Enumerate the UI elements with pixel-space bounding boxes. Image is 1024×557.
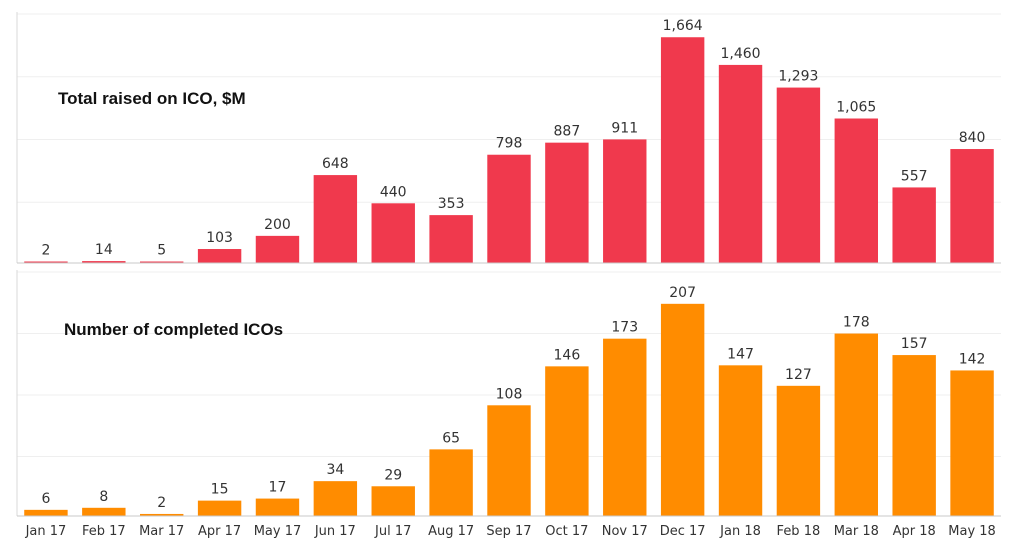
bar-jul-17 bbox=[371, 203, 415, 263]
bar-jan-18 bbox=[718, 64, 763, 263]
bar-may-18 bbox=[950, 370, 994, 516]
data-label: 207 bbox=[669, 285, 696, 301]
data-label: 34 bbox=[326, 462, 344, 478]
bar-feb-17 bbox=[82, 507, 126, 516]
data-label: 440 bbox=[380, 184, 407, 200]
completed-icos-chart: 6 Jan 17 8 Feb 17 2 Mar 17 15 Apr 17 17 May 17 34 J… bbox=[16, 270, 1001, 539]
data-label: 648 bbox=[322, 156, 349, 172]
bar-apr-18 bbox=[892, 355, 936, 516]
x-tick-label: Jan 17 bbox=[25, 524, 67, 539]
data-label: 557 bbox=[901, 168, 928, 184]
data-label: 840 bbox=[959, 130, 986, 146]
bar-jun-17 bbox=[313, 481, 358, 516]
data-label: 6 bbox=[41, 491, 50, 507]
data-label: 29 bbox=[384, 467, 402, 483]
data-label: 1,065 bbox=[836, 100, 876, 116]
bar-mar-17 bbox=[140, 261, 184, 263]
bar-aug-17 bbox=[429, 215, 473, 263]
x-tick-label: Jan 18 bbox=[719, 524, 761, 539]
data-label: 8 bbox=[99, 489, 108, 505]
bar-dec-17 bbox=[660, 303, 705, 516]
x-tick-label: May 18 bbox=[948, 524, 996, 539]
total-raised-chart: 2 14 5 103 200 648 440 353 798 887 911 1,664 1,460 1,… bbox=[16, 12, 1001, 264]
x-tick-label: Apr 17 bbox=[198, 524, 241, 539]
data-label: 142 bbox=[959, 351, 986, 367]
bar-aug-17 bbox=[429, 449, 473, 516]
data-label: 1,460 bbox=[720, 46, 760, 62]
x-tick-label: Feb 18 bbox=[777, 524, 821, 539]
bar-feb-17 bbox=[82, 261, 126, 263]
bar-nov-17 bbox=[603, 139, 647, 263]
x-tick-label: Mar 17 bbox=[139, 524, 184, 539]
data-label: 798 bbox=[496, 136, 523, 152]
bar-apr-17 bbox=[197, 500, 242, 516]
data-label: 65 bbox=[442, 430, 460, 446]
bar-sep-17 bbox=[487, 154, 531, 263]
bar-may-18 bbox=[950, 149, 994, 263]
bar-oct-17 bbox=[545, 142, 589, 263]
bar-oct-17 bbox=[545, 366, 589, 516]
bar-mar-18 bbox=[834, 118, 878, 263]
bar-may-17 bbox=[255, 235, 300, 263]
bar-sep-17 bbox=[487, 405, 531, 516]
data-label: 108 bbox=[496, 386, 523, 402]
x-tick-label: Nov 17 bbox=[602, 524, 648, 539]
data-label: 1,293 bbox=[778, 69, 818, 85]
data-label: 146 bbox=[554, 347, 581, 363]
bar-jan-18 bbox=[718, 365, 763, 516]
bar-jul-17 bbox=[371, 486, 415, 516]
bar-mar-17 bbox=[140, 513, 184, 516]
bar-apr-18 bbox=[892, 187, 936, 263]
data-label: 15 bbox=[211, 482, 229, 498]
x-tick-label: Dec 17 bbox=[660, 524, 706, 539]
data-label: 2 bbox=[157, 495, 166, 511]
x-tick-label: Oct 17 bbox=[545, 524, 588, 539]
data-label: 1,664 bbox=[663, 18, 703, 34]
chart-title: Total raised on ICO, $M bbox=[58, 89, 246, 108]
data-label: 178 bbox=[843, 315, 870, 331]
bar-feb-18 bbox=[776, 385, 821, 516]
x-tick-label: Mar 18 bbox=[834, 524, 879, 539]
data-label: 173 bbox=[611, 320, 638, 336]
data-label: 2 bbox=[41, 243, 50, 259]
bar-feb-18 bbox=[776, 87, 821, 263]
bar-apr-17 bbox=[197, 249, 242, 263]
bar-dec-17 bbox=[660, 37, 705, 264]
data-label: 17 bbox=[269, 480, 287, 496]
data-label: 200 bbox=[264, 217, 291, 233]
bar-jan-17 bbox=[24, 261, 68, 263]
data-label: 5 bbox=[157, 243, 166, 259]
bar-may-17 bbox=[255, 498, 300, 516]
data-label: 911 bbox=[611, 120, 638, 136]
bar-jan-17 bbox=[24, 509, 68, 516]
bar-nov-17 bbox=[603, 338, 647, 516]
x-tick-label: Aug 17 bbox=[428, 524, 474, 539]
x-tick-label: Sep 17 bbox=[486, 524, 531, 539]
bar-mar-18 bbox=[834, 333, 878, 516]
x-tick-label: Feb 17 bbox=[82, 524, 126, 539]
x-tick-label: Jun 17 bbox=[314, 524, 356, 539]
chart-title: Number of completed ICOs bbox=[64, 320, 283, 339]
x-tick-label: Apr 18 bbox=[893, 524, 936, 539]
x-tick-label: Jul 17 bbox=[374, 524, 411, 539]
data-label: 103 bbox=[206, 230, 233, 246]
data-label: 157 bbox=[901, 336, 928, 352]
x-tick-label: May 17 bbox=[254, 524, 302, 539]
bar-jun-17 bbox=[313, 175, 358, 263]
data-label: 887 bbox=[554, 124, 581, 140]
data-label: 147 bbox=[727, 346, 754, 362]
data-label: 14 bbox=[95, 242, 113, 258]
data-label: 353 bbox=[438, 196, 465, 212]
data-label: 127 bbox=[785, 367, 812, 383]
